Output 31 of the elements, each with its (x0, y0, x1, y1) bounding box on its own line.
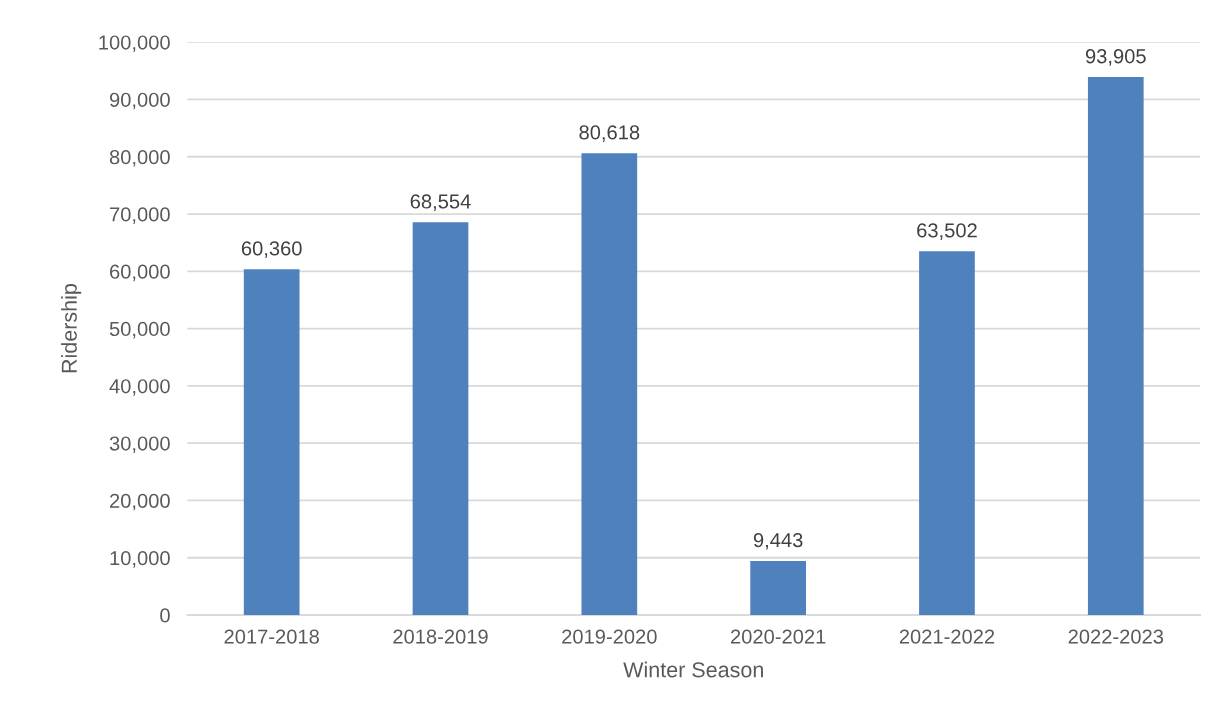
x-tick-label: 2021-2022 (899, 629, 995, 644)
data-label: 9,443 (753, 532, 803, 550)
bar (243, 269, 300, 616)
y-tick-label: 20,000 (110, 493, 170, 511)
x-tick-label: 2018-2019 (393, 629, 488, 644)
data-label: 93,905 (1085, 49, 1146, 66)
x-tick-label: 2017-2018 (224, 629, 319, 644)
bar (919, 251, 975, 616)
x-tick-label: 2020-2021 (731, 629, 826, 644)
y-tick-label: 90,000 (109, 92, 170, 110)
y-tick-label: 30,000 (109, 436, 170, 454)
y-tick-label: 40,000 (109, 379, 170, 396)
y-tick-label: 70,000 (110, 207, 170, 224)
x-tick-label: 2019-2020 (562, 629, 657, 644)
bar (750, 560, 806, 616)
y-tick-label: 60,000 (110, 264, 170, 282)
y-tick-label: 100,000 (99, 35, 170, 53)
bar (412, 222, 469, 616)
data-label: 68,554 (410, 194, 471, 211)
y-tick-label: 10,000 (110, 550, 170, 568)
y-tick-label: 0 (160, 608, 170, 623)
bar (581, 153, 638, 616)
x-axis-title: Winter Season (623, 661, 763, 678)
data-label: 80,618 (579, 125, 640, 142)
data-label: 63,502 (917, 223, 977, 240)
y-axis-title: Ridership (61, 284, 82, 373)
x-tick-label: 2022-2023 (1068, 629, 1164, 644)
data-label: 60,360 (241, 241, 302, 258)
bar (1087, 77, 1144, 616)
y-tick-label: 80,000 (109, 149, 170, 167)
y-tick-label: 50,000 (109, 321, 170, 339)
